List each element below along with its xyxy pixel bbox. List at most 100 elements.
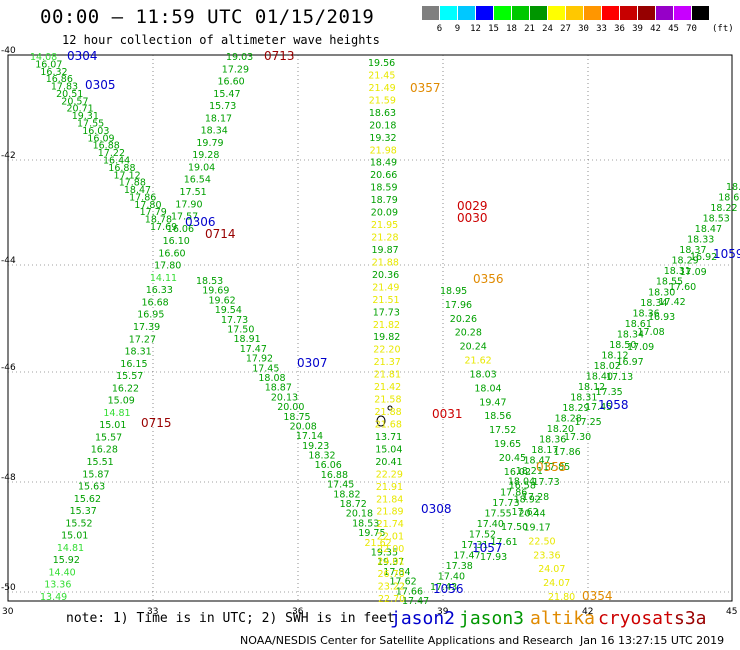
track-t3-label: 19.75 <box>358 528 385 539</box>
track-t4-label: 21.45 <box>368 71 395 82</box>
track-t6-label: 18.28 <box>555 414 582 425</box>
pass-id-label: 1056 <box>433 582 464 596</box>
track-t2-label: 15.01 <box>61 531 88 542</box>
track-t2-label: 18.17 <box>205 113 232 124</box>
track-t4-label: 20.18 <box>369 120 396 131</box>
track-t2-label: 17.39 <box>133 322 160 333</box>
track-t4-label: 21.59 <box>369 95 396 106</box>
track-t2-label: 15.62 <box>74 494 101 505</box>
track-t2-label: 13.49 <box>40 592 67 603</box>
track-t2-label: 15.57 <box>95 433 122 444</box>
longitude-label: 39 <box>437 607 449 617</box>
track-t1-label: 16.09 <box>87 133 114 144</box>
track-t2-label: 16.95 <box>137 310 164 321</box>
track-t2-label: 16.54 <box>184 175 211 186</box>
track-t6-label: 17.40 <box>477 519 504 530</box>
track-t6-label: 18.40 <box>586 372 613 383</box>
track-t5-label: 18.03 <box>470 370 497 381</box>
track-t3-label: 17.62 <box>390 577 417 588</box>
track-t5-label: 18.56 <box>484 411 511 422</box>
track-t1-label: 16.86 <box>46 74 73 85</box>
pass-id-label: 0713 <box>264 49 295 63</box>
colorbar-tick-label: 36 <box>614 24 625 34</box>
track-t3-label: 17.50 <box>227 325 254 336</box>
track-t4-label: 21.37 <box>374 357 401 368</box>
track-t7-label: 17.35 <box>596 387 623 398</box>
track-t5-label: 19.17 <box>524 523 551 534</box>
track-t2-label: 17.51 <box>180 187 207 198</box>
track-t1-label: 16.88 <box>93 141 120 152</box>
colorbar-tick-label: 12 <box>470 24 481 34</box>
track-t4-label: 21.88 <box>372 257 399 268</box>
track-t2-label: 14.81 <box>103 408 130 419</box>
track-t4-label: 21.84 <box>376 494 403 505</box>
track-t1-label: 17.55 <box>77 119 104 130</box>
track-t2-label: 18.34 <box>201 126 228 137</box>
track-t6-label: 18.29 <box>672 256 699 267</box>
track-t6-label: 18.34 <box>640 298 667 309</box>
colorbar-tick-label: 18 <box>506 24 517 34</box>
map-subtitle: 12 hour collection of altimeter wave hei… <box>62 33 380 47</box>
pass-id-label: 0714 <box>205 227 236 241</box>
track-t7-label: 17.93 <box>480 552 507 563</box>
track-t3-label: 20.08 <box>290 422 317 433</box>
track-t6-label: 17.47 <box>453 550 480 561</box>
track-t5-label: 21.80 <box>548 592 575 603</box>
track-t6-label: 18.78 <box>726 182 740 193</box>
track-t2-label: 17.27 <box>129 334 156 345</box>
track-t4-label: 17.73 <box>373 307 400 318</box>
colorbar-swatch <box>584 6 601 20</box>
pass-id-label: 0715 <box>141 416 172 430</box>
track-t6-label: 18.61 <box>718 193 740 204</box>
track-t4-label: 19.56 <box>368 58 395 69</box>
legend-jason2: jason2 <box>390 608 456 629</box>
island-outline <box>387 405 393 411</box>
track-t1-label: 20.51 <box>56 89 83 100</box>
track-t3-label: 17.14 <box>296 431 323 442</box>
track-t4-label: 21.28 <box>371 233 398 244</box>
track-t5-label: 22.50 <box>528 536 555 547</box>
longitude-label: 45 <box>726 607 737 617</box>
track-t4-label: 21.89 <box>376 507 403 518</box>
colorbar-tick-label: 9 <box>454 24 461 34</box>
pass-id-label: 0304 <box>67 49 98 63</box>
track-t1-label: 17.80 <box>134 200 161 211</box>
track-t7-label: 17.30 <box>564 432 591 443</box>
track-t2-label: 16.60 <box>218 77 245 88</box>
track-t7-label: 17.50 <box>501 522 528 533</box>
pass-id-label: 0306 <box>185 215 216 229</box>
track-t3-label: 19.37 <box>377 557 404 568</box>
longitude-label: 33 <box>147 607 158 617</box>
track-t2-label: 15.37 <box>70 506 97 517</box>
pass-id-label: 0307 <box>297 356 328 370</box>
track-t2-label: 15.57 <box>116 371 143 382</box>
track-t6-label: 18.22 <box>710 203 737 214</box>
track-t5-label: 18.92 <box>514 495 541 506</box>
track-t7-label: 17.85 <box>543 462 570 473</box>
track-t3-label: 18.82 <box>333 489 360 500</box>
track-t4-label: 19.32 <box>369 133 396 144</box>
colorbar-tick-label: 21 <box>524 24 535 34</box>
track-t4-label: 21.81 <box>374 370 401 381</box>
track-t3-label: 18.91 <box>234 334 261 345</box>
track-t6-label: 18.04 <box>508 477 535 488</box>
latitude-label: -42 <box>1 151 16 161</box>
track-t6-label: 18.17 <box>531 445 558 456</box>
track-t5-label: 20.24 <box>460 342 487 353</box>
track-t6-label: 17.86 <box>500 487 527 498</box>
track-t3-label: 17.73 <box>221 315 248 326</box>
track-t5-label: 17.52 <box>489 425 516 436</box>
legend-cryosat: cryosat <box>598 608 674 629</box>
track-t2-label: 15.87 <box>82 469 109 480</box>
track-t2-label: 16.22 <box>112 383 139 394</box>
track-t6-label: 17.31 <box>461 540 488 551</box>
track-t2-label: 15.63 <box>78 482 105 493</box>
track-t1-label: 18.47 <box>124 185 151 196</box>
track-t3-label: 16.06 <box>315 460 342 471</box>
track-t4-label: 15.04 <box>375 444 402 455</box>
track-t4-label: 26.70 <box>378 569 405 580</box>
track-t7-label: 17.08 <box>638 327 665 338</box>
track-t7-label: 17.73 <box>533 477 560 488</box>
pass-id-label: 0030 <box>457 211 488 225</box>
track-t2-label: 15.73 <box>209 101 236 112</box>
